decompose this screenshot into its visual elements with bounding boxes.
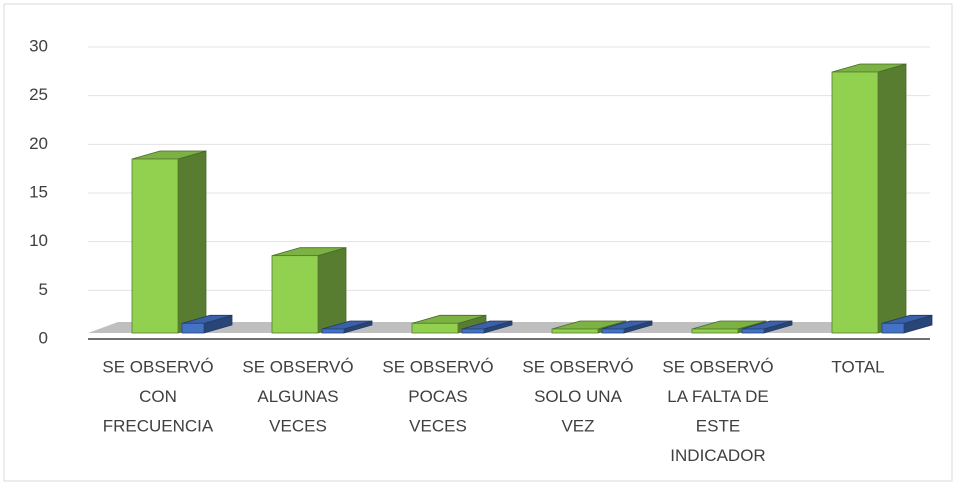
x-tick-label: SE OBSERVÓ — [242, 357, 353, 376]
x-tick-label: SE OBSERVÓ — [522, 357, 633, 376]
bar-front — [881, 322, 905, 334]
x-tick-label: SE OBSERVÓ — [382, 357, 493, 376]
bar — [881, 314, 933, 334]
bar-front — [741, 328, 765, 334]
bar — [831, 63, 907, 334]
x-tick-label: VEZ — [561, 416, 594, 435]
y-tick-label: 5 — [39, 280, 48, 299]
x-tick-label: TOTAL — [831, 357, 884, 376]
grid — [88, 46, 930, 291]
x-tick-label: LA FALTA DE — [667, 387, 768, 406]
x-tick-label: VECES — [409, 416, 467, 435]
x-tick-label: ALGUNAS — [257, 387, 338, 406]
bar — [321, 320, 373, 334]
bar — [131, 150, 207, 334]
bar-front — [181, 322, 205, 334]
bar-front — [271, 255, 319, 334]
bar-front — [321, 328, 345, 334]
bar-front — [411, 322, 459, 334]
bar-front — [691, 328, 739, 334]
x-tick-label: SE OBSERVÓ — [662, 357, 773, 376]
x-tick-label: VECES — [269, 416, 327, 435]
x-tick-label: ESTE — [696, 416, 740, 435]
y-tick-label: 25 — [29, 85, 48, 104]
y-tick-label: 15 — [29, 182, 48, 201]
bar-front — [551, 328, 599, 334]
bar — [181, 314, 233, 334]
y-tick-label: 20 — [29, 134, 48, 153]
bar-front — [831, 71, 879, 334]
bar — [601, 320, 653, 334]
x-tick-label: POCAS — [408, 387, 468, 406]
bar-front — [131, 158, 179, 334]
x-tick-label: SE OBSERVÓ — [102, 357, 213, 376]
y-tick-label: 0 — [39, 328, 48, 347]
y-tick-label: 30 — [29, 36, 48, 55]
bars — [131, 63, 933, 334]
x-tick-label: CON — [139, 387, 177, 406]
bar — [271, 247, 347, 334]
x-tick-label: FRECUENCIA — [103, 416, 214, 435]
labels: 0 5 10 15 20 25 30 SE OBSERVÓ CON FRECUENCIA SE OB… — [29, 36, 885, 465]
bar-side — [317, 247, 347, 334]
bar — [741, 320, 793, 334]
y-tick-label: 10 — [29, 231, 48, 250]
bar-side — [877, 63, 907, 334]
x-tick-label: SOLO UNA — [534, 387, 623, 406]
bar — [461, 320, 513, 334]
bar-front — [461, 328, 485, 334]
x-tick-label: INDICADOR — [670, 446, 765, 465]
bar-side — [177, 150, 207, 334]
bar-front — [601, 328, 625, 334]
